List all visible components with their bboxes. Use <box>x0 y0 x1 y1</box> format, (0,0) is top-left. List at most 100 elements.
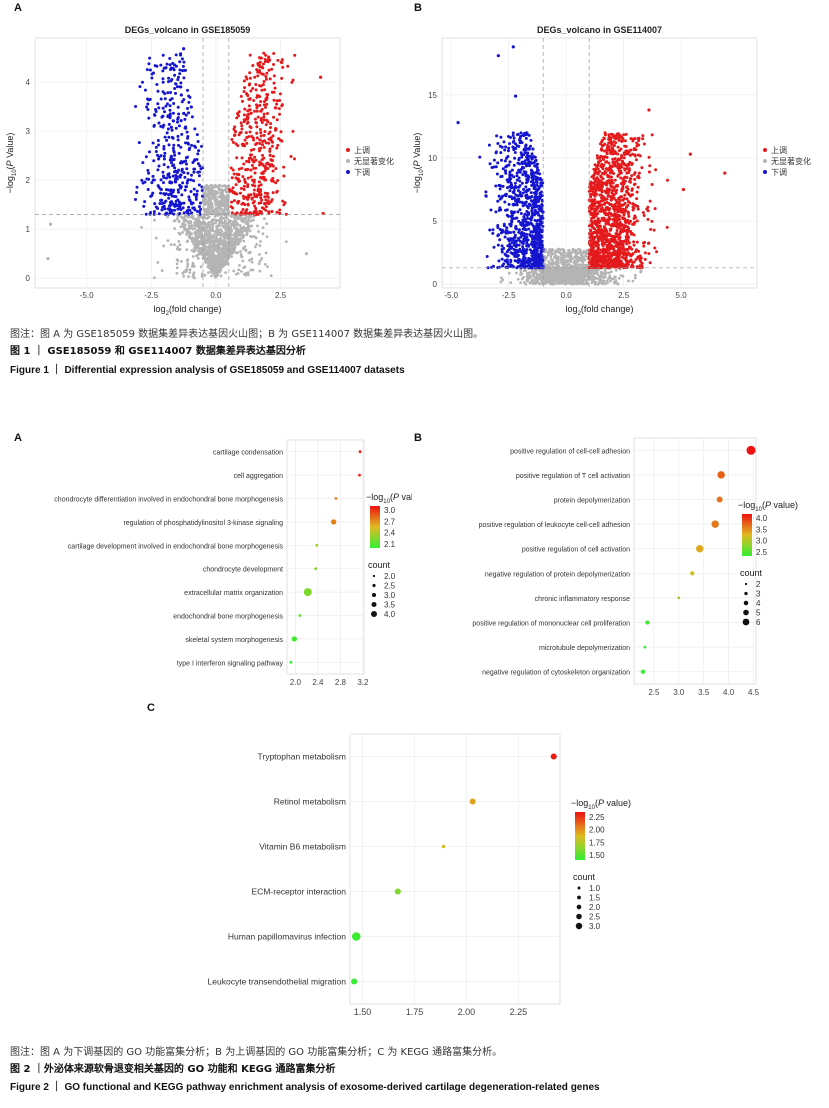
data-point-down <box>184 141 188 145</box>
data-point-down <box>521 218 525 222</box>
data-point-down <box>522 224 526 228</box>
data-point-up <box>595 234 599 238</box>
data-point-down <box>196 162 200 166</box>
data-point-down <box>499 184 503 188</box>
data-point-up <box>261 66 265 70</box>
data-point-up <box>641 137 645 141</box>
data-point-up <box>278 92 282 96</box>
data-point-ns <box>248 250 252 254</box>
data-point-down <box>176 190 180 194</box>
data-point-down <box>134 105 138 109</box>
data-point-up <box>255 125 259 129</box>
data-point-ns <box>186 262 190 266</box>
data-point-down <box>170 208 174 212</box>
data-point-up <box>265 118 269 122</box>
data-point-down <box>157 212 161 216</box>
data-point-up <box>274 181 278 185</box>
data-point-up <box>616 145 620 149</box>
data-point-ns <box>547 253 550 257</box>
data-point-down <box>522 253 526 257</box>
data-point-down <box>165 102 169 106</box>
data-point-down <box>533 247 537 251</box>
data-point-ns <box>573 272 577 275</box>
data-point-ns <box>210 219 214 223</box>
data-point-ns <box>196 253 200 257</box>
data-point-up <box>589 219 593 223</box>
data-point-down <box>178 175 182 179</box>
data-point-up <box>254 82 258 86</box>
data-point-down <box>182 76 186 80</box>
data-point-ns <box>184 214 187 218</box>
data-point-ns <box>238 237 242 241</box>
data-point-down <box>189 189 193 193</box>
data-point-down <box>164 192 168 196</box>
data-point-up <box>271 158 275 162</box>
data-point-ns <box>246 273 250 277</box>
data-point-ns <box>562 258 566 261</box>
data-point-down <box>170 97 174 101</box>
data-point-down <box>518 162 522 166</box>
data-point-up <box>252 192 256 196</box>
data-point-ns <box>578 257 581 261</box>
data-point-ns <box>551 266 555 269</box>
data-point-up <box>248 71 252 75</box>
data-point-down <box>167 122 171 126</box>
data-point-up <box>254 88 258 92</box>
data-point-down <box>172 188 176 192</box>
data-point-down <box>172 157 176 161</box>
data-point-ns <box>187 215 190 219</box>
data-point-down <box>169 188 173 192</box>
data-point-down <box>179 93 183 97</box>
data-point-down <box>535 199 539 203</box>
data-point-up <box>612 214 616 218</box>
data-point-up <box>259 134 263 138</box>
data-point-up <box>282 174 286 178</box>
data-point-up <box>269 125 273 129</box>
data-point-ns <box>199 249 202 253</box>
data-point-ns <box>576 251 580 255</box>
data-point-ns <box>226 237 230 241</box>
data-point-down <box>522 215 526 219</box>
data-point-up <box>640 166 644 170</box>
data-point-down <box>147 116 151 120</box>
data-point-down <box>156 102 160 106</box>
data-point-ns <box>256 224 259 228</box>
data-point-ns <box>241 259 245 263</box>
data-point-ns <box>195 222 199 226</box>
data-point-up <box>256 70 260 74</box>
data-point-up <box>236 200 240 204</box>
data-point-down <box>511 134 515 138</box>
data-point-down <box>158 201 162 205</box>
data-point-ns <box>591 278 594 281</box>
data-point-ns <box>204 193 208 197</box>
data-point-down <box>179 53 183 57</box>
data-point-up <box>292 157 296 161</box>
data-point-ns <box>185 232 188 236</box>
data-point-up <box>259 196 263 200</box>
data-point-down <box>538 172 542 176</box>
data-point-down <box>516 194 520 198</box>
data-point-ns <box>212 263 216 266</box>
data-point-down <box>504 208 508 212</box>
data-point-down <box>162 204 166 208</box>
data-point-ns <box>232 246 236 250</box>
data-point-up <box>269 200 273 204</box>
data-point-up <box>260 72 264 76</box>
data-point-down <box>530 264 534 268</box>
data-point-ns <box>566 278 570 282</box>
data-point-up <box>616 162 620 166</box>
data-point-ns <box>246 223 250 227</box>
data-point-ns <box>215 270 219 274</box>
data-point-up <box>255 109 259 113</box>
data-point-down <box>509 195 513 199</box>
data-point-up <box>623 179 627 183</box>
data-point-down <box>175 85 179 89</box>
data-point-ns <box>568 253 572 256</box>
data-point-down <box>515 216 519 220</box>
data-point-ns <box>250 235 254 239</box>
data-point-down <box>509 177 513 181</box>
data-point-ns <box>206 258 209 262</box>
data-point-down <box>502 222 506 226</box>
data-point-ns <box>570 268 574 272</box>
data-point-up <box>254 206 258 210</box>
